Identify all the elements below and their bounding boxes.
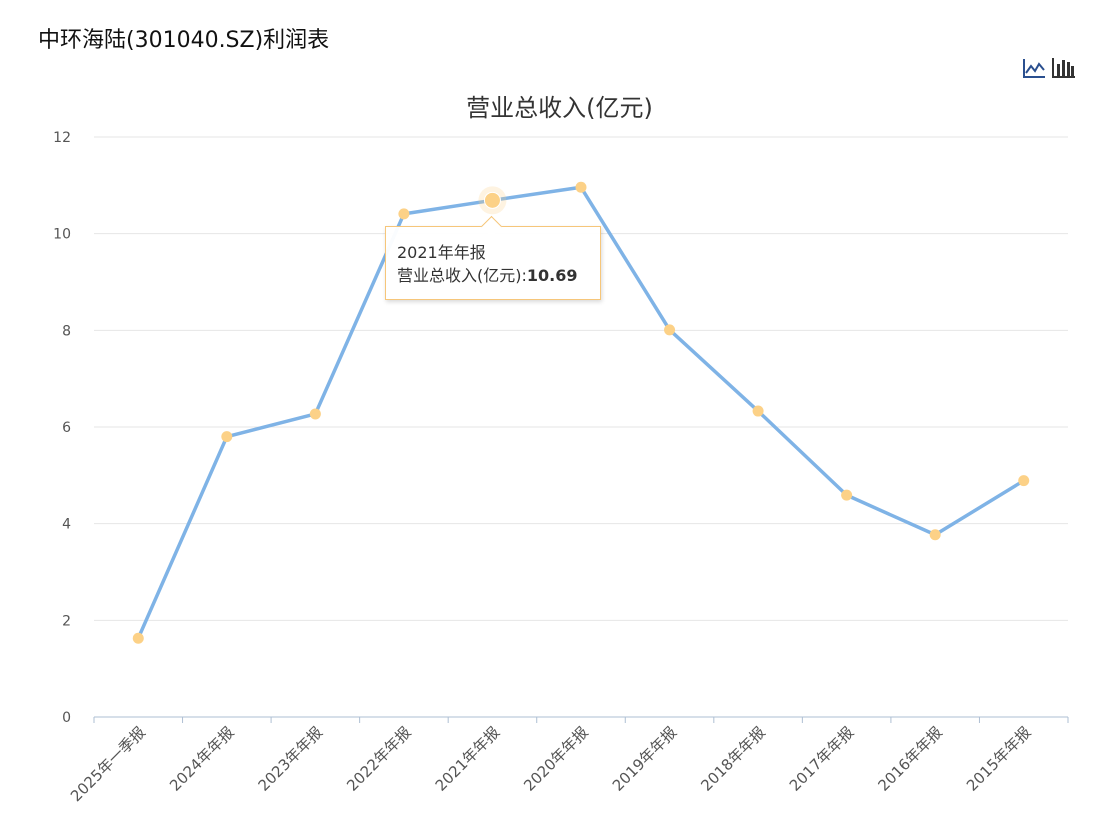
data-tooltip: 2021年年报 营业总收入(亿元):10.69: [385, 215, 601, 300]
data-point: [309, 408, 321, 420]
data-point: [132, 632, 144, 644]
x-tick-label: 2019年年报: [609, 723, 681, 795]
data-point: [752, 405, 764, 417]
data-point: [664, 324, 676, 336]
x-tick-label: 2020年年报: [520, 723, 592, 795]
page-title: 中环海陆(301040.SZ)利润表: [38, 28, 330, 53]
tooltip-value-line: 营业总收入(亿元):10.69: [397, 262, 578, 286]
y-tick-label: 4: [62, 517, 71, 533]
tooltip-category: 2021年年报: [397, 243, 486, 262]
x-tick-label: 2022年年报: [343, 723, 415, 795]
data-point: [575, 181, 587, 193]
x-tick-label: 2021年年报: [432, 723, 504, 795]
chart-title: 营业总收入(亿元): [466, 94, 653, 122]
data-point: [398, 208, 410, 220]
y-tick-label: 10: [53, 227, 71, 243]
chart-type-toolbar: [1022, 56, 1076, 80]
y-tick-label: 12: [53, 130, 71, 146]
data-point: [929, 529, 941, 541]
y-tick-label: 0: [62, 710, 71, 726]
y-tick-label: 2: [62, 613, 71, 629]
x-tick-label: 2018年年报: [697, 723, 769, 795]
tooltip-series-label: 营业总收入(亿元):: [397, 266, 527, 285]
highlighted-data-point: [483, 191, 501, 209]
x-tick-label: 2024年年报: [166, 723, 238, 795]
y-tick-label: 8: [62, 323, 71, 339]
x-tick-label: 2017年年报: [786, 723, 858, 795]
x-tick-label: 2025年一季报: [67, 723, 149, 805]
data-point: [1018, 475, 1030, 487]
data-point: [221, 431, 233, 443]
x-tick-label: 2023年年报: [255, 723, 327, 795]
data-point: [841, 489, 853, 501]
tooltip-value: 10.69: [526, 266, 578, 285]
x-tick-label: 2016年年报: [874, 723, 946, 795]
y-tick-label: 6: [62, 420, 71, 436]
x-tick-label: 2015年年报: [963, 723, 1035, 795]
bar-chart-icon[interactable]: [1052, 56, 1076, 80]
line-chart-icon[interactable]: [1022, 56, 1046, 80]
